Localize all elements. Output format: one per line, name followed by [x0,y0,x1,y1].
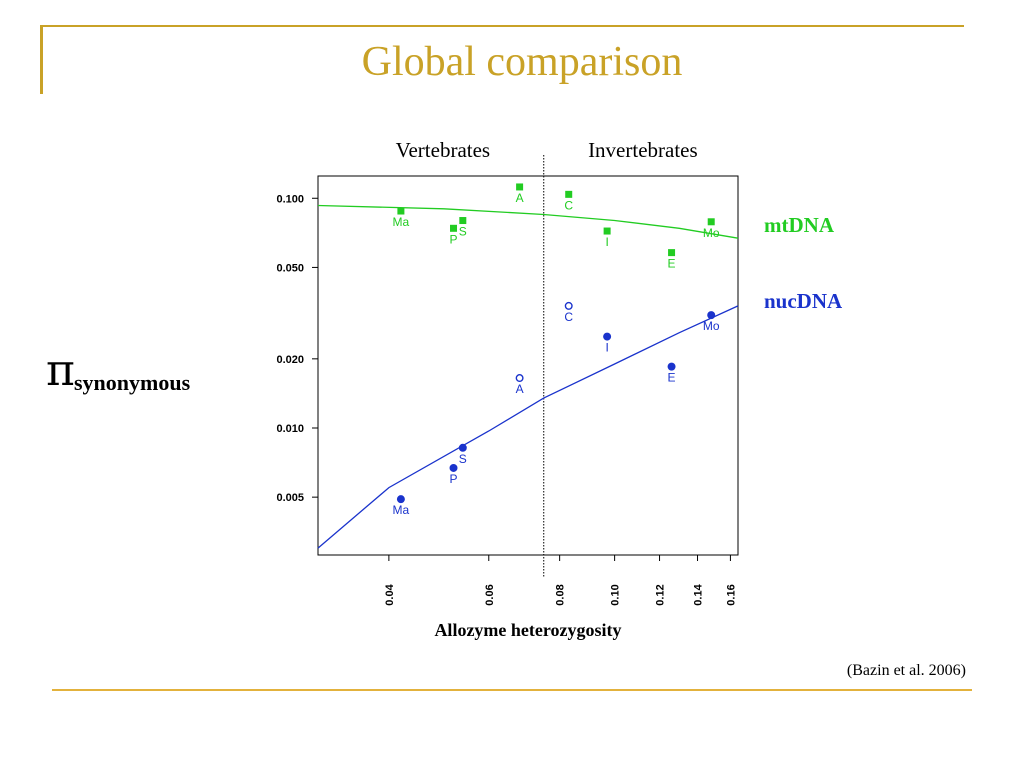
mtDNA-point-label: P [450,232,458,246]
nucDNA-point-label: P [450,472,458,486]
nucDNA-point-label: Mo [703,319,720,333]
nucDNA-point-label: C [564,310,573,324]
x-tick-label: 0.12 [655,584,667,605]
mtDNA-point [459,217,467,225]
mtDNA-series-label: mtDNA [764,213,835,237]
x-axis-label: Allozyme heterozygosity [434,620,622,640]
mtDNA-point [565,190,573,198]
mtDNA-point [516,183,524,191]
nucDNA-point [667,362,676,371]
slide-title: Global comparison [361,39,683,85]
mtDNA-point [603,227,611,235]
frame-bottom-rule [52,689,972,691]
frame-left-rule [40,26,43,94]
frame-top-rule [40,25,964,27]
y-tick-label: 0.100 [276,193,304,205]
nucDNA-point-label: Ma [393,503,410,517]
citation: (Bazin et al. 2006) [846,662,966,679]
y-tick-label: 0.005 [276,492,304,504]
mtDNA-fit-line [317,204,739,239]
nucDNA-point-label: I [605,341,608,355]
nucDNA-point-label: A [516,382,524,396]
x-tick-label: 0.08 [555,584,567,605]
plot-frame [317,175,739,556]
y-axis-subscript: synonymous [74,370,191,395]
nucDNA-point [458,443,467,452]
region-label-vertebrates: Vertebrates [396,138,490,162]
x-tick-label: 0.16 [725,584,737,605]
nucDNA-point [564,301,573,310]
x-tick-label: 0.10 [610,584,622,605]
mtDNA-point [707,218,715,226]
mtDNA-point-label: S [459,225,467,239]
region-label-invertebrates: Invertebrates [588,138,698,162]
mtDNA-point-label: Mo [703,226,720,240]
mtDNA-point-label: I [605,235,608,249]
y-tick-label: 0.010 [276,423,304,435]
nucDNA-point [603,332,612,341]
nucDNA-fit-line [317,305,739,549]
nucDNA-series-label: nucDNA [764,289,843,313]
nucDNA-point-label: S [459,452,467,466]
y-tick-label: 0.020 [276,354,304,366]
y-axis-symbol: π [46,345,75,396]
mtDNA-point [668,249,676,257]
x-tick-label: 0.06 [484,584,496,605]
x-tick-label: 0.14 [693,583,705,605]
nucDNA-point [515,374,524,383]
mtDNA-point-label: E [668,257,676,271]
y-tick-label: 0.050 [276,262,304,274]
nucDNA-point [449,463,458,472]
mtDNA-point-label: A [516,191,524,205]
nucDNA-point-label: E [668,371,676,385]
mtDNA-point [397,207,405,215]
mtDNA-point [450,224,458,232]
mtDNA-point-label: C [564,198,573,212]
nucDNA-point [707,311,716,320]
nucDNA-point [396,495,405,504]
mtDNA-point-label: Ma [393,215,410,229]
x-tick-label: 0.04 [384,583,396,605]
